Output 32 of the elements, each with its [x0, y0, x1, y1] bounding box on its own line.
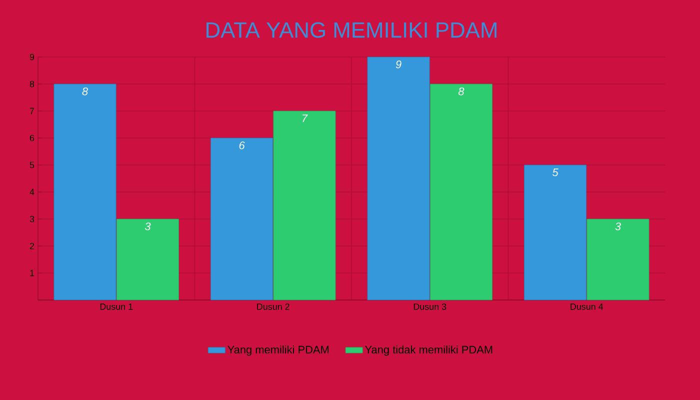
y-tick-label: 9: [30, 54, 34, 60]
legend-label: Yang tidak memiliki PDAM: [365, 345, 492, 356]
y-tick-label: 4: [30, 188, 34, 196]
data-label: 3: [144, 222, 151, 230]
data-label: 9: [396, 60, 402, 68]
y-tick-label: 6: [30, 134, 34, 142]
bar: [430, 84, 492, 300]
data-label: 7: [302, 114, 308, 122]
data-label: 6: [239, 142, 245, 150]
y-tick-label: 8: [30, 80, 34, 88]
data-label: 8: [82, 88, 88, 96]
bar: [586, 218, 650, 300]
x-tick-label: Dusun 4: [570, 304, 604, 310]
x-tick-label: Dusun 2: [257, 304, 290, 310]
data-label: 8: [458, 88, 464, 96]
chart-title: DATA YANG MEMILIKI PDAM: [206, 22, 496, 38]
y-tick-label: 1: [30, 270, 34, 276]
bar: [116, 218, 179, 300]
y-tick-label: 3: [30, 216, 34, 222]
bar: [367, 56, 430, 300]
x-tick-label: Dusun 3: [414, 304, 446, 310]
bar: [273, 110, 336, 300]
data-label: 5: [552, 168, 558, 176]
y-tick-label: 2: [30, 242, 34, 250]
bar: [210, 138, 274, 300]
bar: [54, 84, 116, 300]
bar: [524, 164, 587, 300]
x-tick-label: Dusun 1: [100, 304, 133, 310]
y-tick-label: 5: [30, 162, 34, 168]
data-label: 3: [615, 222, 621, 230]
legend-label: Yang memiliki PDAM: [228, 345, 329, 356]
y-tick-label: 7: [30, 108, 34, 114]
